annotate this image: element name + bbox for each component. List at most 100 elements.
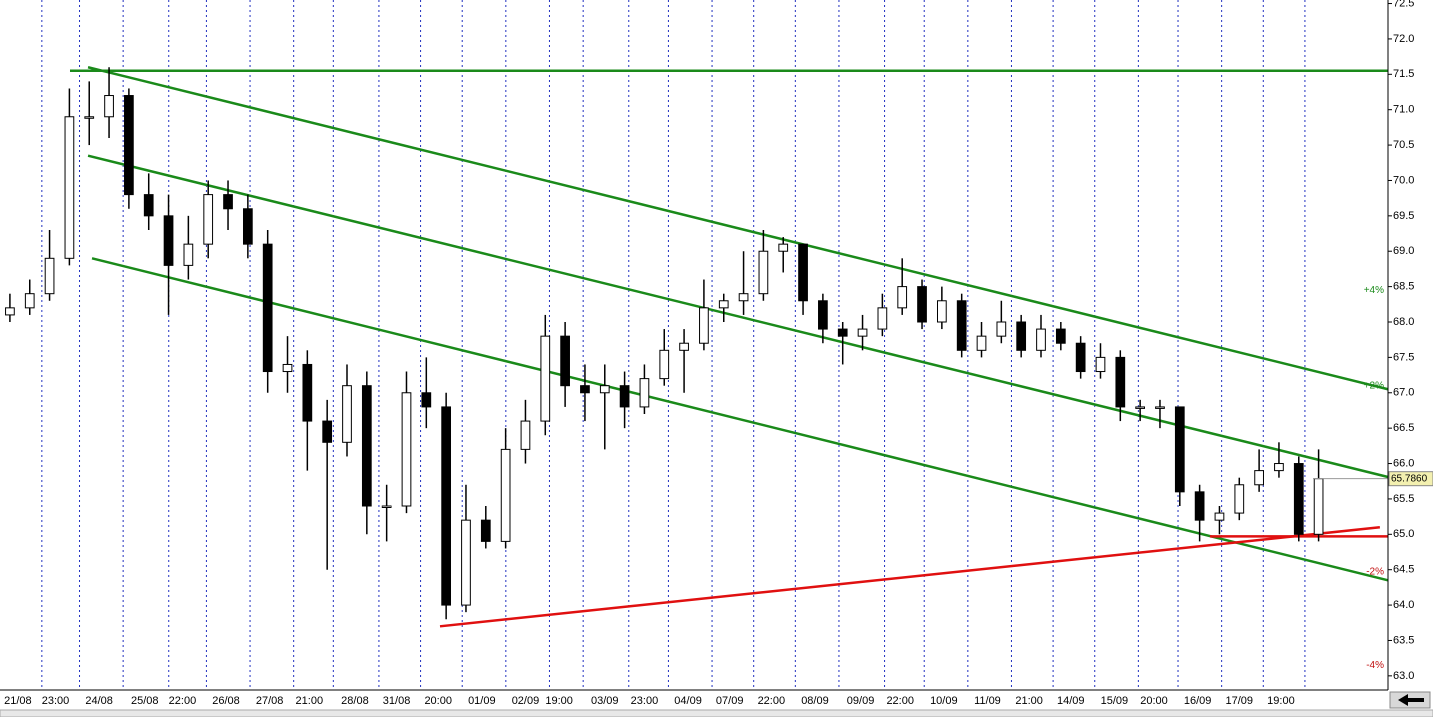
- x-tick-label: 24/08: [85, 695, 113, 707]
- x-tick-label: 21/08: [4, 695, 32, 707]
- candle-body: [837, 328, 848, 337]
- y-tick-label: 72.0: [1393, 33, 1414, 45]
- x-tick-label: 11/09: [974, 695, 1001, 707]
- candle-body: [639, 378, 650, 408]
- x-tick-label: 20:00: [424, 695, 452, 707]
- x-tick-label: 01/09: [468, 695, 496, 707]
- scrollbar[interactable]: [0, 709, 1433, 718]
- y-tick-label: 68.0: [1393, 316, 1414, 328]
- candle-body: [1214, 512, 1225, 521]
- candle-body: [976, 335, 987, 351]
- y-tick-label: 71.5: [1393, 68, 1414, 80]
- candle-body: [480, 519, 491, 542]
- x-tick-label: 07/09: [716, 695, 744, 707]
- candle-body: [421, 392, 432, 408]
- y-tick-label: 66.0: [1393, 457, 1414, 469]
- trend-line: [87, 154, 1389, 479]
- candle-body: [520, 420, 531, 450]
- percent-label: +2%: [1364, 380, 1384, 391]
- candle-body: [44, 257, 55, 295]
- y-tick-label: 72.5: [1393, 0, 1414, 9]
- candle-body: [758, 250, 769, 295]
- arrow-icon: [1398, 694, 1424, 706]
- x-tick-label: 31/08: [383, 695, 411, 707]
- candle-body: [877, 307, 888, 330]
- y-tick-label: 70.5: [1393, 139, 1414, 151]
- candle-body: [203, 194, 214, 245]
- trend-line: [91, 257, 1389, 582]
- x-tick-label: 03/09: [591, 695, 619, 707]
- y-tick-label: 69.0: [1393, 245, 1414, 257]
- y-tick-label: 70.0: [1393, 174, 1414, 186]
- candle-body: [401, 392, 412, 507]
- x-tick-label: 02/09: [512, 695, 540, 707]
- candle-body: [1095, 356, 1106, 373]
- candle-body: [500, 448, 511, 542]
- percent-label: +4%: [1364, 285, 1384, 296]
- candle-body: [1254, 470, 1264, 486]
- x-tick-label: 16/09: [1184, 695, 1212, 707]
- candle-body: [322, 420, 333, 443]
- candle-body: [163, 215, 174, 266]
- x-tick-label: 26/08: [212, 695, 240, 707]
- y-tick-label: 63.5: [1393, 634, 1414, 646]
- x-tick-label: 22:00: [169, 695, 197, 707]
- candle-body: [619, 385, 630, 408]
- candle-body: [897, 286, 908, 309]
- candle-body: [580, 385, 590, 394]
- x-tick-label: 27/08: [256, 695, 284, 707]
- x-tick-label: 23:00: [42, 695, 70, 707]
- candle-body: [1016, 321, 1027, 351]
- y-tick-label: 68.5: [1393, 281, 1414, 293]
- candle-body: [302, 363, 313, 422]
- candle-body: [1234, 484, 1245, 514]
- last-price-label: 65.7860: [1391, 473, 1428, 484]
- x-tick-label: 08/09: [801, 695, 829, 707]
- x-tick-label: 22:00: [758, 695, 786, 707]
- x-tick-label: 20:00: [1140, 695, 1168, 707]
- y-tick-label: 66.5: [1393, 422, 1414, 434]
- candle-body: [1075, 342, 1086, 373]
- candle-body: [659, 349, 670, 380]
- x-tick-label: 17/09: [1226, 695, 1254, 707]
- candle-body: [718, 300, 729, 309]
- candle-body: [738, 293, 749, 302]
- candle-body: [1174, 406, 1185, 493]
- candle-body: [84, 116, 95, 119]
- candle-body: [1274, 463, 1284, 472]
- y-tick-label: 65.0: [1393, 528, 1414, 540]
- candle-body: [1036, 328, 1046, 351]
- x-tick-label: 15/09: [1101, 695, 1129, 707]
- x-tick-label: 21:00: [296, 695, 324, 707]
- y-tick-label: 71.0: [1393, 104, 1414, 116]
- candle-body: [64, 116, 75, 259]
- candle-body: [699, 307, 709, 344]
- y-tick-label: 64.5: [1393, 564, 1414, 576]
- candle-body: [798, 243, 808, 302]
- candle-body: [262, 243, 273, 373]
- candle-body: [104, 95, 114, 118]
- candle-body: [560, 335, 570, 387]
- trend-line: [439, 525, 1381, 628]
- x-tick-label: 04/09: [674, 695, 702, 707]
- candle-body: [778, 243, 789, 252]
- candle-body: [1155, 406, 1165, 409]
- x-tick-label: 28/08: [341, 695, 369, 707]
- candle-body: [183, 243, 194, 266]
- x-tick-label: 25/08: [131, 695, 159, 707]
- candle-body: [1293, 463, 1304, 535]
- x-tick-label: 19:00: [1267, 695, 1295, 707]
- candle-body: [124, 95, 134, 196]
- candle-body: [679, 342, 689, 351]
- y-tick-label: 65.5: [1393, 493, 1414, 505]
- candle-body: [1135, 406, 1146, 409]
- x-tick-label: 21:00: [1015, 695, 1043, 707]
- trend-line: [87, 66, 1389, 391]
- candle-body: [223, 194, 233, 210]
- percent-label: -4%: [1366, 660, 1384, 671]
- candle-body: [342, 385, 352, 443]
- candle-body: [461, 519, 471, 606]
- candle-body: [996, 321, 1007, 337]
- candle-body: [381, 505, 392, 508]
